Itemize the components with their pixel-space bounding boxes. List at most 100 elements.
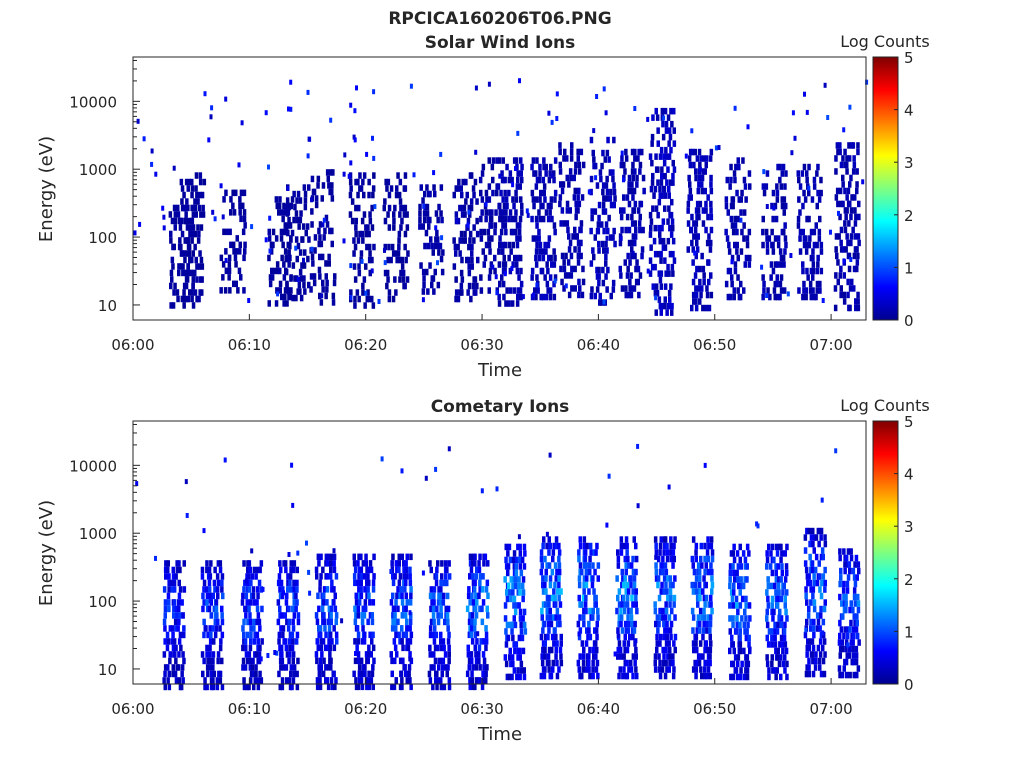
solar-wind-heatmap-cell [606,136,610,144]
solar-wind-heatmap-cell [190,204,194,212]
cometary-heatmap-cell [690,607,695,615]
solar-wind-heatmap-cell [282,228,286,236]
cometary-heatmap-cell [733,654,738,661]
cometary-heatmap-cell [408,677,412,684]
solar-wind-heatmap-cell [690,304,694,312]
solar-wind-heatmap-cell [733,176,737,184]
solar-wind-heatmap-cell [570,265,574,273]
cometary-heatmap-cell [783,602,787,609]
solar-wind-heatmap-cell [629,291,634,299]
cometary-heatmap-cell [467,631,472,639]
cometary-heatmap-cell [539,633,544,641]
solar-wind-heatmap-cell [847,155,852,162]
solar-wind-heatmap-cell [703,168,707,175]
cometary-heatmap-cell [441,638,446,645]
solar-wind-heatmap-cell [671,179,675,186]
solar-wind-heatmap-cell [497,157,502,164]
solar-wind-heatmap-cell [463,230,467,238]
cometary-heatmap-cell [485,579,490,587]
cometary-heatmap-cell [734,628,739,635]
solar-wind-heatmap-cell [782,261,786,268]
solar-wind-heatmap-cell [841,246,846,253]
solar-wind-scatter-count [409,83,413,89]
cometary-heatmap-cell [205,605,210,613]
cometary-heatmap-cell [670,607,674,615]
solar-wind-heatmap-cell [187,243,192,251]
cometary-heatmap-cell [292,599,296,606]
cometary-heatmap-cell [710,581,715,589]
solar-wind-heatmap-cell [738,293,743,301]
cometary-heatmap-cell [245,586,250,593]
cometary-heatmap-cell [541,581,545,589]
cometary-heatmap-cell [288,651,292,658]
cometary-heatmap-cell [583,549,588,556]
cometary-heatmap-cell [773,667,777,674]
cometary-heatmap-cell [624,562,628,569]
cometary-heatmap-cell [244,592,249,600]
solar-wind-heatmap-cell [515,241,520,249]
cometary-heatmap-cell [616,627,620,634]
cometary-heatmap-cell [704,640,709,647]
cometary-heatmap-cell [546,653,551,660]
solar-wind-heatmap-cell [359,185,364,192]
cometary-heatmap-cell [774,589,778,596]
solar-wind-heatmap-cell [640,246,645,253]
cometary-heatmap-cell [359,657,364,665]
cometary-heatmap-cell [667,614,672,621]
solar-wind-heatmap-cell [559,265,563,273]
cometary-heatmap-cell [820,579,824,587]
solar-wind-heatmap-cell [620,285,625,292]
cometary-heatmap-cell [400,599,405,606]
solar-wind-scatter-count [287,106,290,112]
solar-wind-heatmap-cell [486,228,491,236]
cometary-heatmap-cell [439,599,443,606]
solar-wind-heatmap-cell [608,169,613,176]
solar-wind-heatmap-cell [330,188,334,196]
solar-wind-heatmap-cell [534,261,539,268]
cometary-heatmap-cell [631,568,636,576]
cometary-scatter-count [654,554,658,560]
cometary-heatmap-cell [591,562,595,569]
solar-wind-heatmap-cell [482,228,487,236]
cometary-heatmap-cell [551,555,555,563]
cometary-heatmap-cell [209,670,214,678]
solar-wind-scatter-count [553,278,557,284]
cometary-heatmap-cell [365,683,369,691]
solar-wind-heatmap-cell [280,209,284,216]
cometary-heatmap-cell [623,633,627,641]
cometary-heatmap-cell [325,599,329,606]
solar-wind-heatmap-cell [650,159,654,167]
solar-wind-heatmap-cell [834,168,838,175]
cometary-heatmap-cell [428,560,432,567]
solar-wind-heatmap-cell [541,293,546,301]
solar-wind-heatmap-cell [197,295,201,303]
cometary-heatmap-cell [817,540,821,548]
cometary-heatmap-cell [371,586,376,593]
cometary-heatmap-cell [747,634,751,642]
cometary-heatmap-cell [745,543,750,551]
solar-wind-heatmap-cell [743,183,748,190]
cometary-heatmap-cell [439,631,443,639]
solar-wind-heatmap-cell [577,291,581,299]
solar-wind-heatmap-cell [426,288,430,295]
cometary-heatmap-cell [729,589,734,596]
solar-wind-heatmap-cell [170,256,175,264]
solar-wind-heatmap-cell [331,169,335,176]
solar-wind-heatmap-cell [593,208,598,215]
solar-wind-heatmap-cell [333,273,337,280]
cometary-heatmap-cell [765,556,770,564]
cometary-heatmap-cell [854,652,859,659]
cometary-heatmap-cell [208,625,212,632]
cometary-heatmap-cell [785,660,789,668]
solar-wind-heatmap-cell [362,191,366,199]
cometary-heatmap-cell [478,573,483,580]
solar-wind-heatmap-cell [559,220,563,227]
solar-wind-heatmap-cell [855,265,859,273]
solar-wind-heatmap-cell [707,304,712,312]
cometary-heatmap-cell [175,566,180,574]
cometary-heatmap-cell [512,615,516,622]
cometary-heatmap-cell [181,677,185,684]
solar-wind-heatmap-cell [624,226,628,234]
cometary-heatmap-cell [317,605,321,613]
solar-wind-heatmap-cell [182,191,186,199]
